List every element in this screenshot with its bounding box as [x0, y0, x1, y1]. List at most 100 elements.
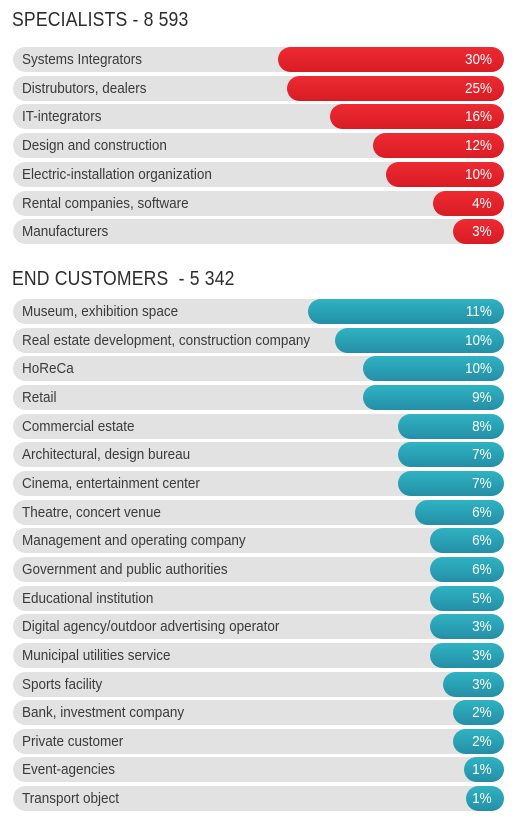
- bar-value-label: 30%: [464, 51, 492, 68]
- bar-value-label: 25%: [464, 79, 492, 97]
- bar-value-label: 3%: [472, 675, 492, 693]
- end-customer-bar-row: Private customer 2%: [13, 728, 504, 754]
- bar-fill: [373, 133, 504, 159]
- specialists-bar-row: Distrubutors, dealers 25%: [13, 75, 504, 101]
- bar-category-label: Cinema, entertainment center: [22, 474, 200, 492]
- bar-category-label: Retail: [22, 388, 57, 406]
- bar-value-label: 12%: [464, 137, 492, 155]
- bar-category-label: Private customer: [22, 732, 124, 750]
- bar-value-label: 7%: [472, 446, 492, 464]
- bar-fill: [398, 470, 504, 496]
- bar-fill: [386, 161, 504, 187]
- bar-category-label: Sports facility: [22, 675, 103, 693]
- bar-fill: [430, 556, 504, 582]
- bar-value-label: 7%: [472, 474, 492, 492]
- end-customer-bar-row: Museum, exhibition space 11%: [13, 299, 504, 324]
- bar-fill: [308, 299, 504, 324]
- bar-fill: [430, 614, 504, 640]
- bar-category-label: Design and construction: [22, 137, 167, 155]
- bar-category-label: HoReCa: [22, 360, 74, 378]
- end-customer-bar-row: Management and operating company 6%: [13, 528, 504, 554]
- bar-fill: [430, 585, 504, 611]
- end-customer-bar-row: Cinema, entertainment center 7%: [13, 470, 504, 496]
- end-customer-bar-row: HoReCa 10%: [13, 356, 504, 382]
- specialists-title: SPECIALISTS - 8 593: [12, 9, 189, 31]
- end-customer-bar-row: Event-agencies 1%: [13, 757, 504, 783]
- end-customer-bar-row: Digital agency/outdoor advertising opera…: [13, 614, 504, 640]
- bar-value-label: 6%: [472, 503, 492, 521]
- bar-track: [13, 585, 504, 611]
- bar-track: [13, 786, 504, 811]
- bar-value-label: 8%: [472, 417, 492, 435]
- end-customers-title: END CUSTOMERS - 5 342: [12, 268, 235, 290]
- bar-fill: [443, 671, 504, 697]
- bar-category-label: Educational institution: [22, 589, 154, 607]
- end-customer-bar-row: Real estate development, construction co…: [13, 327, 504, 353]
- end-customer-bar-row: Sports facility 3%: [13, 671, 504, 697]
- end-customer-bar-row: Educational institution 5%: [13, 585, 504, 611]
- bar-category-label: Architectural, design bureau: [22, 446, 191, 464]
- bar-track: [13, 556, 504, 582]
- bar-value-label: 4%: [472, 194, 492, 212]
- bar-track: [13, 671, 504, 697]
- bar-value-label: 1%: [472, 761, 492, 779]
- bar-value-label: 6%: [472, 532, 492, 550]
- end-customer-bar-row: Retail 9%: [13, 384, 504, 410]
- bar-value-label: 2%: [472, 732, 492, 750]
- bar-value-label: 2%: [472, 704, 492, 722]
- bar-fill: [330, 104, 504, 130]
- bar-fill: [453, 700, 504, 726]
- end-customer-bar-row: Transport object 1%: [13, 786, 504, 811]
- bar-fill: [363, 384, 504, 410]
- bar-track: [13, 528, 504, 554]
- bar-fill: [363, 356, 504, 382]
- bar-value-label: 10%: [464, 360, 492, 378]
- end-customer-bar-row: Government and public authorities 6%: [13, 556, 504, 582]
- bar-category-label: Manufacturers: [22, 223, 109, 241]
- end-customer-bar-row: Architectural, design bureau 7%: [13, 442, 504, 468]
- bar-category-label: Event-agencies: [22, 761, 116, 779]
- bar-category-label: Digital agency/outdoor advertising opera…: [22, 618, 280, 636]
- bar-track: [13, 728, 504, 754]
- bar-fill: [398, 413, 504, 439]
- bar-category-label: Transport object: [22, 790, 120, 807]
- bar-fill: [415, 499, 504, 525]
- bar-track: [13, 219, 504, 245]
- bar-category-label: IT-integrators: [22, 108, 102, 126]
- bar-value-label: 6%: [472, 560, 492, 578]
- specialists-bar-row: Systems Integrators 30%: [13, 47, 504, 72]
- bar-category-label: Real estate development, construction co…: [22, 331, 311, 349]
- bar-value-label: 10%: [464, 331, 492, 349]
- bar-value-label: 3%: [472, 223, 492, 241]
- bar-value-label: 1%: [472, 790, 492, 807]
- bar-track: [13, 642, 504, 668]
- bar-value-label: 3%: [472, 618, 492, 636]
- specialists-bar-row: Manufacturers 3%: [13, 219, 504, 245]
- bar-category-label: Systems Integrators: [22, 51, 143, 68]
- end-customer-bar-row: Bank, investment company 2%: [13, 700, 504, 726]
- bar-category-label: Bank, investment company: [22, 704, 185, 722]
- bar-value-label: 3%: [472, 646, 492, 664]
- bar-track: [13, 190, 504, 216]
- bar-fill: [430, 528, 504, 554]
- end-customer-bar-row: Theatre, concert venue 6%: [13, 499, 504, 525]
- specialists-bar-row: Design and construction 12%: [13, 133, 504, 159]
- bar-category-label: Rental companies, software: [22, 194, 189, 212]
- bar-fill: [335, 327, 504, 353]
- bar-value-label: 10%: [464, 165, 492, 183]
- bar-fill: [287, 75, 504, 101]
- bar-category-label: Theatre, concert venue: [22, 503, 161, 521]
- bar-fill: [398, 442, 504, 468]
- bar-category-label: Museum, exhibition space: [22, 303, 179, 320]
- bar-track: [13, 757, 504, 783]
- bar-category-label: Distrubutors, dealers: [22, 79, 147, 97]
- specialists-bar-row: Rental companies, software 4%: [13, 190, 504, 216]
- bar-fill: [278, 47, 504, 72]
- bar-category-label: Management and operating company: [22, 532, 246, 550]
- bar-value-label: 16%: [464, 108, 492, 126]
- end-customer-bar-row: Commercial estate 8%: [13, 413, 504, 439]
- specialists-bar-row: IT-integrators 16%: [13, 104, 504, 130]
- bar-category-label: Commercial estate: [22, 417, 135, 435]
- bar-fill: [464, 757, 504, 783]
- bar-value-label: 11%: [465, 303, 492, 320]
